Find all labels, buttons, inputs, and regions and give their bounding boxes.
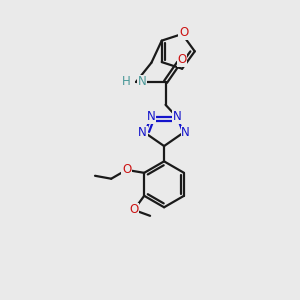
Text: N: N: [146, 110, 155, 123]
Text: N: N: [173, 110, 182, 123]
Text: N: N: [138, 75, 146, 88]
Text: O: O: [122, 164, 131, 176]
Text: O: O: [129, 203, 139, 216]
Text: N: N: [181, 126, 190, 139]
Text: O: O: [177, 53, 186, 66]
Text: N: N: [138, 126, 147, 139]
Text: O: O: [179, 26, 188, 39]
Text: H: H: [122, 75, 131, 88]
